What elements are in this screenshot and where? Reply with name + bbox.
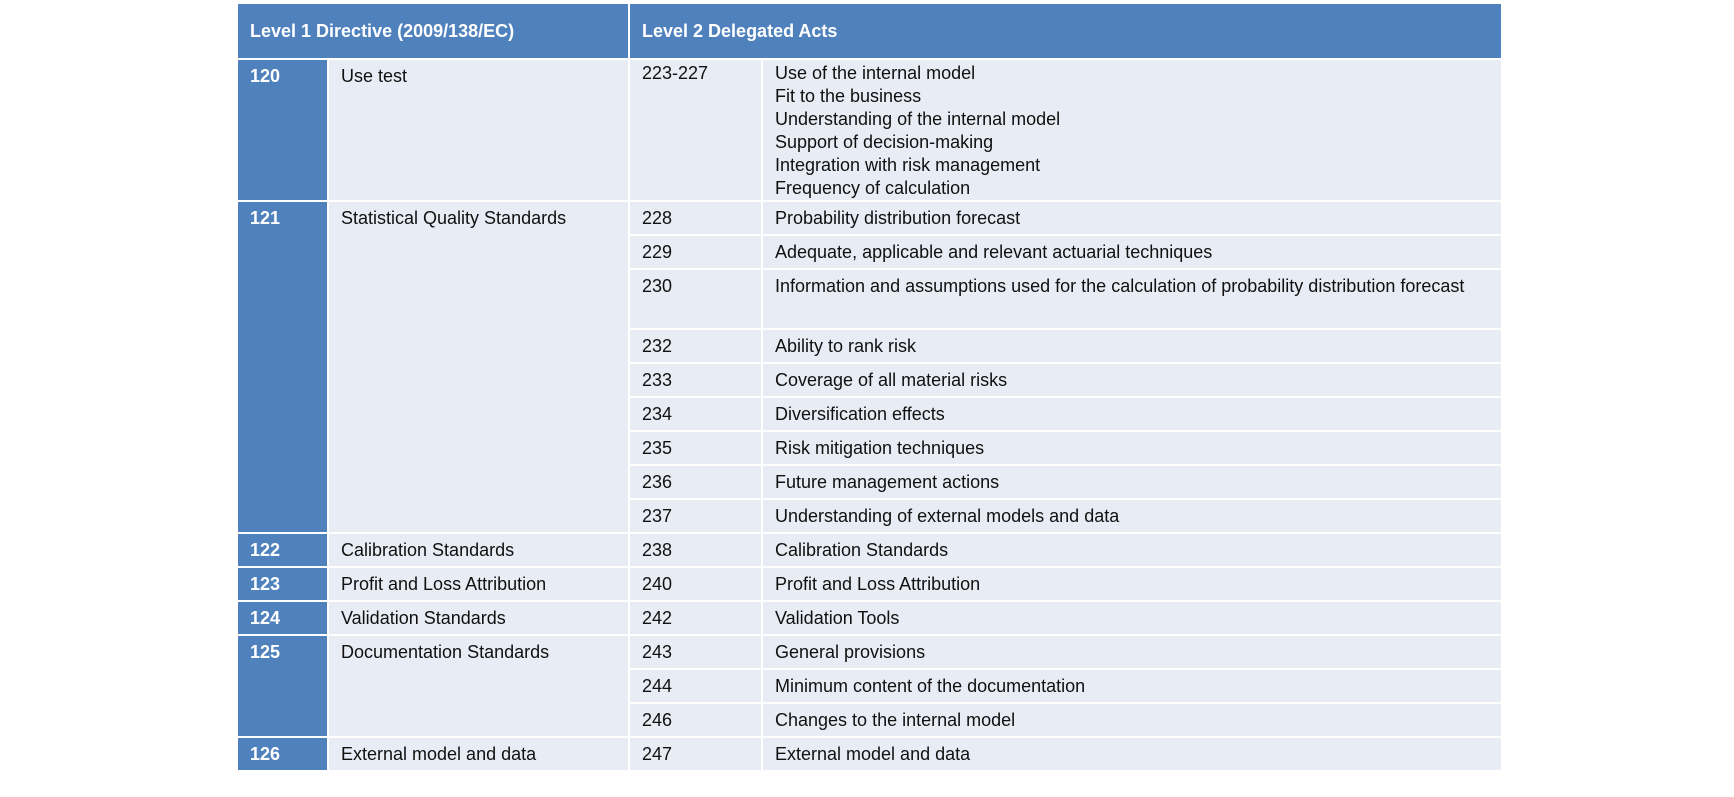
table: Level 1 Directive (2009/138/EC) Level 2 … [236, 2, 1503, 772]
act-item: Validation Tools [775, 608, 900, 628]
act-reference: 236 [630, 466, 761, 498]
article-title: Calibration Standards [329, 534, 628, 566]
table-row: 244 Minimum content of the documentation [238, 670, 1502, 702]
act-item: Frequency of calculation [775, 178, 971, 198]
article-number: 122 [238, 534, 327, 566]
article-title: External model and data [329, 738, 628, 770]
act-description: Future management actions [763, 466, 1502, 498]
article-number: 123 [238, 568, 327, 600]
act-reference: 234 [630, 398, 761, 430]
act-description: Diversification effects [763, 398, 1502, 430]
header-row: Level 1 Directive (2009/138/EC) Level 2 … [238, 4, 1502, 58]
table-body: 120 Use test 223-227 Use of the internal mo… [238, 60, 1502, 770]
act-item: Adequate, applicable and relevant actuar… [775, 242, 1213, 262]
table-row: 233 Coverage of all material risks [238, 364, 1502, 396]
act-item: Risk mitigation techniques [775, 438, 985, 458]
act-reference: 230 [630, 270, 761, 328]
article-number: 126 [238, 738, 327, 770]
table-row: 125 Documentation Standards 243 General pro… [238, 636, 1502, 736]
act-reference: 229 [630, 236, 761, 268]
table-row: 229 Adequate, applicable and relevant act… [238, 236, 1502, 268]
act-item: Integration with risk management [775, 155, 1041, 175]
table-row: 232 Ability to rank risk [238, 330, 1502, 362]
act-item: Coverage of all material risks [775, 370, 1008, 390]
act-reference: 232 [630, 330, 761, 362]
act-reference: 242 [630, 602, 761, 634]
act-reference: 228 [630, 202, 761, 234]
article-title: Documentation Standards [329, 636, 628, 736]
act-description: Validation Tools [763, 602, 1502, 634]
act-item: Profit and Loss Attribution [775, 574, 981, 594]
act-item: General provisions [775, 642, 926, 662]
act-description: Use of the internal model Fit to the busi… [763, 60, 1502, 200]
article-number: 121 [238, 202, 327, 532]
act-reference: 244 [630, 670, 761, 702]
act-description: Minimum content of the documentation [763, 670, 1502, 702]
article-title: Validation Standards [329, 602, 628, 634]
act-item: External model and data [775, 744, 971, 764]
act-description: Calibration Standards [763, 534, 1502, 566]
act-reference: 247 [630, 738, 761, 770]
act-item: Understanding of the internal model [775, 109, 1061, 129]
act-description: General provisions [763, 636, 1502, 668]
act-reference: 235 [630, 432, 761, 464]
act-description: Adequate, applicable and relevant actuar… [763, 236, 1502, 268]
table-row: 235 Risk mitigation techniques [238, 432, 1502, 464]
act-item: Future management actions [775, 472, 1000, 492]
act-reference: 246 [630, 704, 761, 736]
act-description: Coverage of all material risks [763, 364, 1502, 396]
act-item: Information and assumptions used for the… [775, 276, 1465, 296]
article-title: Use test [329, 60, 628, 200]
act-item: Support of decision-making [775, 132, 994, 152]
act-description: Profit and Loss Attribution [763, 568, 1502, 600]
table-container: Level 1 Directive (2009/138/EC) Level 2 … [236, 2, 1503, 772]
table-row: 236 Future management actions [238, 466, 1502, 498]
act-description: Ability to rank risk [763, 330, 1502, 362]
act-description: Changes to the internal model [763, 704, 1502, 736]
article-title: Statistical Quality Standards [329, 202, 628, 532]
table-row: 122 Calibration Standards 238 Calibration S… [238, 534, 1502, 566]
act-reference: 233 [630, 364, 761, 396]
table-row: 237 Understanding of external models and … [238, 500, 1502, 532]
table-row: 120 Use test 223-227 Use of the internal mo… [238, 60, 1502, 200]
act-description: Understanding of external models and dat… [763, 500, 1502, 532]
act-item: Use of the internal model [775, 63, 976, 83]
act-item: Diversification effects [775, 404, 945, 424]
act-reference: 240 [630, 568, 761, 600]
article-number: 125 [238, 636, 327, 736]
act-description: External model and data [763, 738, 1502, 770]
act-item: Fit to the business [775, 86, 922, 106]
act-item: Understanding of external models and dat… [775, 506, 1120, 526]
act-description: Information and assumptions used for the… [763, 270, 1502, 328]
act-item: Minimum content of the documentation [775, 676, 1086, 696]
act-item: Calibration Standards [775, 540, 949, 560]
table-row: 126 External model and data 247 External mo… [238, 738, 1502, 770]
table-row: 123 Profit and Loss Attribution 240 Profit … [238, 568, 1502, 600]
act-reference: 223-227 [630, 60, 761, 200]
article-number: 120 [238, 60, 327, 200]
header-cell: Level 1 Directive (2009/138/EC) [238, 4, 628, 58]
act-description: Risk mitigation techniques [763, 432, 1502, 464]
header-cell: Level 2 Delegated Acts [630, 4, 1502, 58]
table-row: 121 Statistical Quality Standards 228 Proba… [238, 202, 1502, 532]
article-title: Profit and Loss Attribution [329, 568, 628, 600]
act-item: Changes to the internal model [775, 710, 1016, 730]
table-row: 246 Changes to the internal model [238, 704, 1502, 736]
act-reference: 243 [630, 636, 761, 668]
act-item: Ability to rank risk [775, 336, 917, 356]
article-number: 124 [238, 602, 327, 634]
table-row: 124 Validation Standards 242 Validation Too… [238, 602, 1502, 634]
act-description: Probability distribution forecast [763, 202, 1502, 234]
act-reference: 237 [630, 500, 761, 532]
table-row: 230 Information and assumptions used for … [238, 270, 1502, 328]
act-item: Probability distribution forecast [775, 208, 1021, 228]
act-reference: 238 [630, 534, 761, 566]
table-row: 234 Diversification effects [238, 398, 1502, 430]
